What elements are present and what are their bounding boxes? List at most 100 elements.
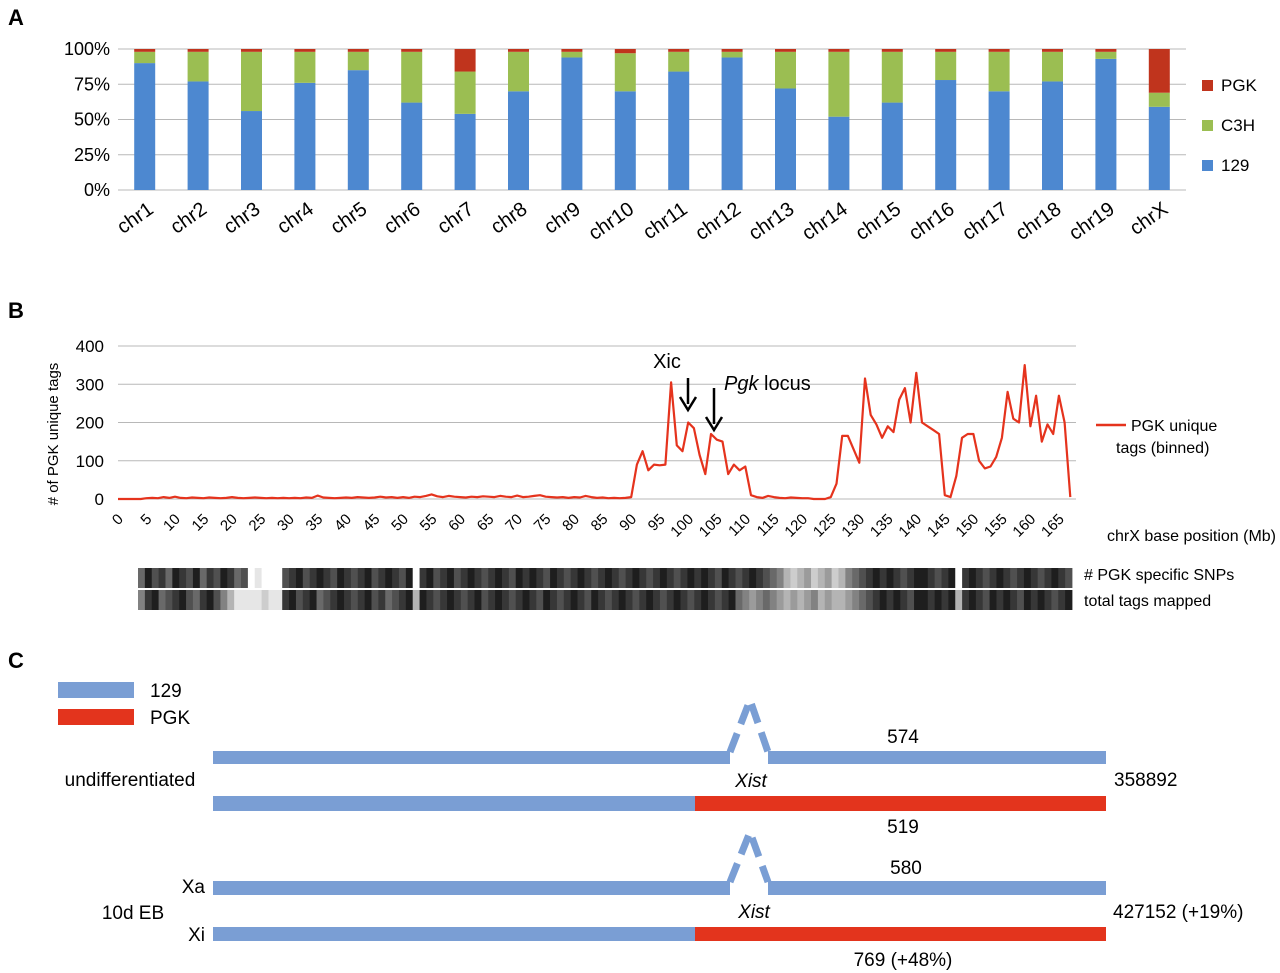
tags-density-cell (728, 590, 736, 610)
tags-density-cell (302, 590, 311, 610)
tags-density-cell (501, 590, 510, 610)
snp-density-cell (653, 568, 661, 588)
snp-density-cell (859, 568, 867, 588)
tags-density-cell (543, 590, 551, 610)
bar-chart-x-tick-label: chrX (1126, 198, 1172, 240)
bar-chart-x-tick-label: chr12 (691, 198, 745, 245)
snp-density-cell (756, 568, 764, 588)
snp-density-cell (515, 568, 523, 588)
bar-segment-pgk (401, 49, 423, 52)
tags-density-cell (172, 590, 180, 610)
tags-density-cell (646, 590, 654, 610)
tags-density-cell (419, 590, 427, 610)
snp-density-cell (639, 568, 647, 588)
snp-density-cell (261, 568, 269, 588)
tags-density-cell (378, 590, 386, 610)
snp-density-cell (488, 568, 496, 588)
bar-segment-pgk (1148, 49, 1170, 93)
snp-density-cell (550, 568, 558, 588)
annotation-pgk-locus: Pgk locus (724, 373, 811, 395)
tags-density-cell (838, 590, 846, 610)
tags-density-cell (900, 590, 908, 610)
allele-bar-bottom-129 (213, 796, 695, 811)
line-chart-x-tick-label: 120 (781, 511, 811, 541)
bar-segment-pgk (881, 49, 903, 52)
bar-segment-pgk (668, 49, 690, 52)
tags-density-cell (213, 590, 221, 610)
tags-density-cell (618, 590, 627, 610)
tags-density-cell (776, 590, 784, 610)
line-chart-x-tick-label: 140 (895, 511, 925, 541)
snp-density-cell (1058, 568, 1066, 588)
snp-density-cell (776, 568, 784, 588)
snp-density-cell (179, 568, 187, 588)
tags-density-cell (460, 590, 469, 610)
tags-density-cell (625, 590, 633, 610)
snp-density-cell (811, 568, 819, 588)
snp-density-cell (172, 568, 180, 588)
snp-density-cell (364, 568, 372, 588)
snp-density-cell (337, 568, 345, 588)
tags-density-cell (467, 590, 475, 610)
snp-density-cell (350, 568, 359, 588)
line-chart-legend: PGK unique tags (binned) (1096, 418, 1217, 457)
snp-density-cell (474, 568, 482, 588)
tags-density-cell (811, 590, 819, 610)
tags-density-cell (495, 590, 503, 610)
snp-density-cell (412, 568, 420, 588)
snp-density-cell (556, 568, 565, 588)
line-chart-x-tick-label: 135 (867, 511, 897, 541)
tags-density-cell (852, 590, 860, 610)
tags-density-cell (762, 590, 771, 610)
tags-density-cell (708, 590, 716, 610)
tags-density-cell (316, 590, 324, 610)
snp-density-cell (302, 568, 311, 588)
bar-segment-129 (454, 113, 476, 190)
tags-density-cell (721, 590, 730, 610)
tags-density-cell (186, 590, 194, 610)
allele-diagram: 129 PGK undifferentiated 574 Xist 519 35… (58, 681, 1243, 971)
bar-chart-y-tick-label: 50% (74, 110, 110, 130)
snp-density-cell (749, 568, 757, 588)
tags-density-cell (639, 590, 647, 610)
snp-density-cell (378, 568, 386, 588)
line-chart-x-tick-label: 25 (246, 511, 270, 535)
bar-segment-129 (347, 70, 369, 190)
snp-density-cell (282, 568, 290, 588)
snp-density-cell (316, 568, 324, 588)
snp-density-cell (852, 568, 860, 588)
bar-chart-y-axis: 0% 25% 50% 75% 100% (64, 39, 110, 200)
line-chart-y-tick-label: 100 (76, 452, 104, 471)
bar-chart-y-tick-label: 0% (84, 180, 110, 200)
snp-density-cell (234, 568, 242, 588)
bar-segment-c3h (614, 53, 636, 92)
tags-density-cell (865, 590, 874, 610)
tags-density-cell (529, 590, 537, 610)
snp-density-cell (646, 568, 654, 588)
snp-density-cell (289, 568, 297, 588)
tags-density-cell (955, 590, 963, 610)
tags-density-cell (371, 590, 379, 610)
tags-density-cell (447, 590, 455, 610)
snp-density-cell (440, 568, 448, 588)
tags-density-cell (440, 590, 448, 610)
snp-density-cell (708, 568, 716, 588)
tags-density-cell (398, 590, 407, 610)
snp-density-cell (138, 568, 146, 588)
bar-segment-129 (828, 116, 850, 190)
bar-segment-c3h (1042, 51, 1063, 82)
snp-density-cell (536, 568, 544, 588)
tags-density-cell (453, 590, 462, 610)
snp-density-cell (735, 568, 743, 588)
tags-density-cell (989, 590, 997, 610)
tags-density-cell (151, 590, 160, 610)
track-label-tags: total tags mapped (1084, 593, 1211, 610)
snp-density-cell (543, 568, 551, 588)
snp-density-cell (460, 568, 469, 588)
bar-segment-129 (775, 88, 796, 190)
bar-chart-x-tick-label: chr11 (639, 198, 691, 244)
snp-density-cell (625, 568, 633, 588)
tags-density-cell (481, 590, 489, 610)
bar-segment-c3h (828, 51, 850, 117)
snp-density-cell (192, 568, 201, 588)
